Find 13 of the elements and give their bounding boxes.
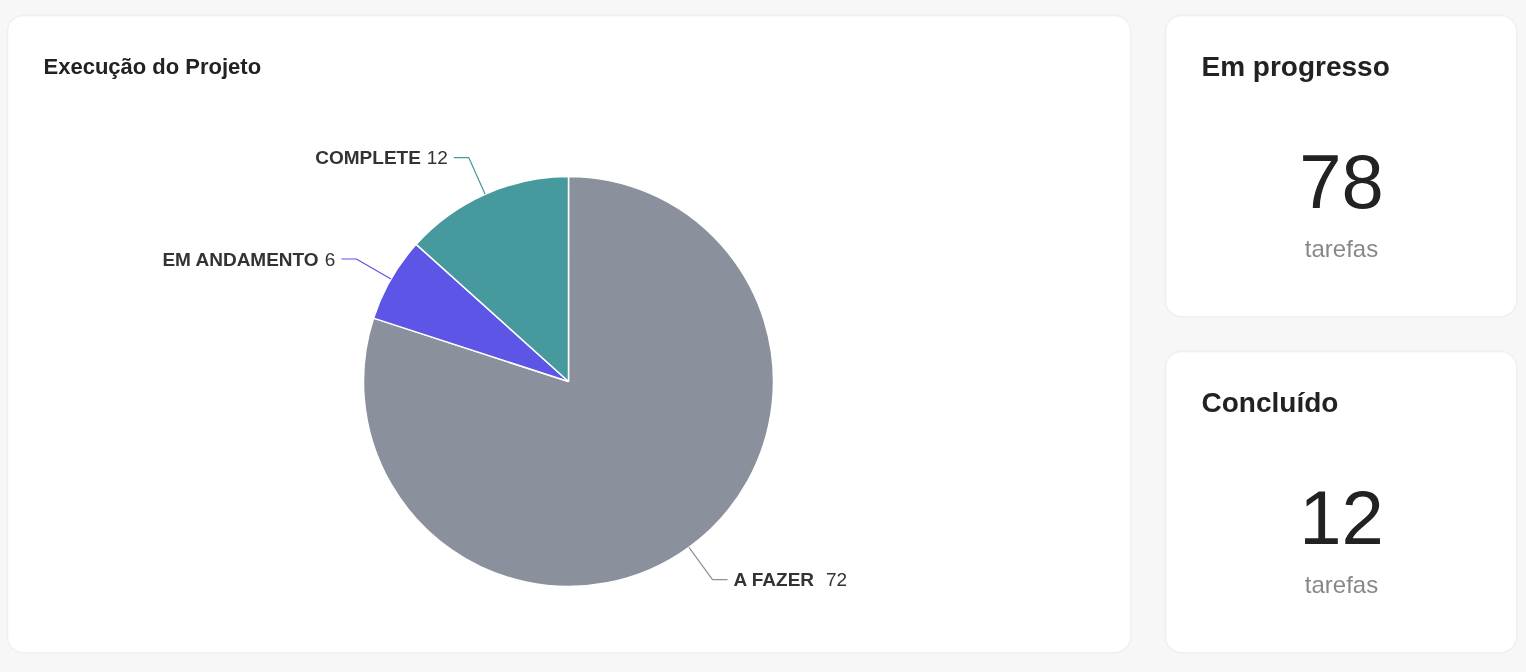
text: Concluído (1201, 387, 1339, 418)
slice-label: COMPLETE (315, 147, 421, 169)
data-label: 12 (426, 147, 448, 169)
data-label: 6 (324, 248, 336, 270)
slice-label: A FAZER (733, 569, 815, 591)
slice-label: EM ANDAMENTO (162, 248, 319, 270)
data-label: 72 (826, 569, 848, 591)
text: tarefas (1304, 235, 1379, 262)
text: 78 (1299, 139, 1384, 224)
text: Em progresso (1201, 51, 1390, 82)
chart-title: Execução do Projeto (43, 54, 262, 79)
text: tarefas (1304, 571, 1379, 598)
text: 12 (1299, 475, 1384, 560)
